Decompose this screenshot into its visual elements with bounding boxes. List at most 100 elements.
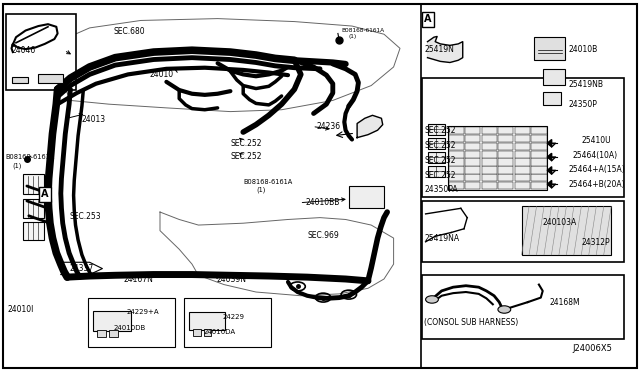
Text: 24312P: 24312P [581,238,610,247]
Bar [428,166,445,177]
Bar [531,151,547,158]
Text: 24229: 24229 [223,314,244,320]
Text: SEC.252: SEC.252 [424,126,456,135]
Polygon shape [547,180,552,188]
Text: SEC.680: SEC.680 [114,27,145,36]
Bar [448,126,547,190]
Bar [515,127,530,134]
Bar [88,298,175,347]
Text: 24010DB: 24010DB [114,325,146,331]
Bar [482,127,497,134]
Bar [482,135,497,142]
Bar [482,174,497,182]
Bar [449,127,464,134]
Bar [465,142,481,150]
Bar [543,69,565,85]
Bar [543,92,561,105]
Bar [531,142,547,150]
Text: 24010: 24010 [149,70,173,79]
Bar [499,142,513,150]
Bar [449,158,464,166]
Bar [422,78,624,197]
Text: A: A [424,15,432,24]
Bar [499,158,513,166]
Bar [428,138,445,149]
Bar [109,330,118,337]
Text: 25410U: 25410U [581,136,611,145]
Bar [12,77,28,83]
Text: 25464(10A): 25464(10A) [573,151,618,160]
Text: 24010B: 24010B [568,45,598,54]
Text: 25419NB: 25419NB [568,80,604,89]
Text: J24006X5: J24006X5 [573,344,612,353]
Bar [465,166,481,173]
Text: 24010I: 24010I [8,305,34,314]
Text: A: A [41,189,49,199]
Bar [531,127,547,134]
Text: (1): (1) [13,162,22,169]
Bar [531,158,547,166]
Bar [449,166,464,173]
Bar [482,158,497,166]
Text: 24350P: 24350P [568,100,597,109]
Circle shape [498,306,511,313]
Text: SEC.252: SEC.252 [230,139,262,148]
Bar [449,142,464,150]
Bar [465,182,481,189]
Polygon shape [357,115,383,138]
Text: SEC.253: SEC.253 [69,212,100,221]
Bar [499,182,513,189]
Text: (CONSOL SUB HARNESS): (CONSOL SUB HARNESS) [424,318,518,327]
Bar [184,298,271,347]
Bar [482,151,497,158]
Bar [482,142,497,150]
Text: SEC.252: SEC.252 [230,153,262,161]
Bar [531,174,547,182]
Text: 24168M: 24168M [549,298,580,307]
Bar [23,222,44,240]
Bar [531,182,547,189]
Bar [428,124,445,135]
Text: 24013: 24013 [82,115,106,124]
Bar [531,166,547,173]
Bar [97,330,106,337]
Polygon shape [547,167,552,174]
Text: 24010BB: 24010BB [306,198,340,207]
Text: 24010DA: 24010DA [204,329,236,335]
Bar [534,37,565,60]
Bar [422,201,624,262]
Bar [38,74,63,83]
Text: SEC.252: SEC.252 [424,171,456,180]
Text: 24229+A: 24229+A [127,310,159,315]
Bar [23,199,44,218]
Text: SEC.969: SEC.969 [307,231,339,240]
Bar [449,174,464,182]
Bar [204,329,211,336]
Bar [449,151,464,158]
Text: SEC.252: SEC.252 [424,156,456,165]
Polygon shape [428,36,463,62]
Text: 24167N: 24167N [124,275,154,284]
Bar [6,14,76,90]
Bar [449,135,464,142]
Bar [465,151,481,158]
Bar [93,311,131,331]
Bar [499,151,513,158]
Bar [189,312,225,330]
Text: 25464+A(15A): 25464+A(15A) [568,165,625,174]
Text: SEC.252: SEC.252 [424,141,456,150]
Bar [531,135,547,142]
Bar [465,135,481,142]
Bar [422,275,624,339]
Bar [499,174,513,182]
Text: B08168-6161A: B08168-6161A [5,154,54,160]
Text: B08168-6161A: B08168-6161A [243,179,292,185]
Bar [482,182,497,189]
Bar [499,127,513,134]
Text: 24039N: 24039N [216,275,246,284]
Bar [515,135,530,142]
Text: 24236: 24236 [317,122,341,131]
Bar [449,182,464,189]
Text: 25419N: 25419N [424,45,454,54]
Bar [515,158,530,166]
